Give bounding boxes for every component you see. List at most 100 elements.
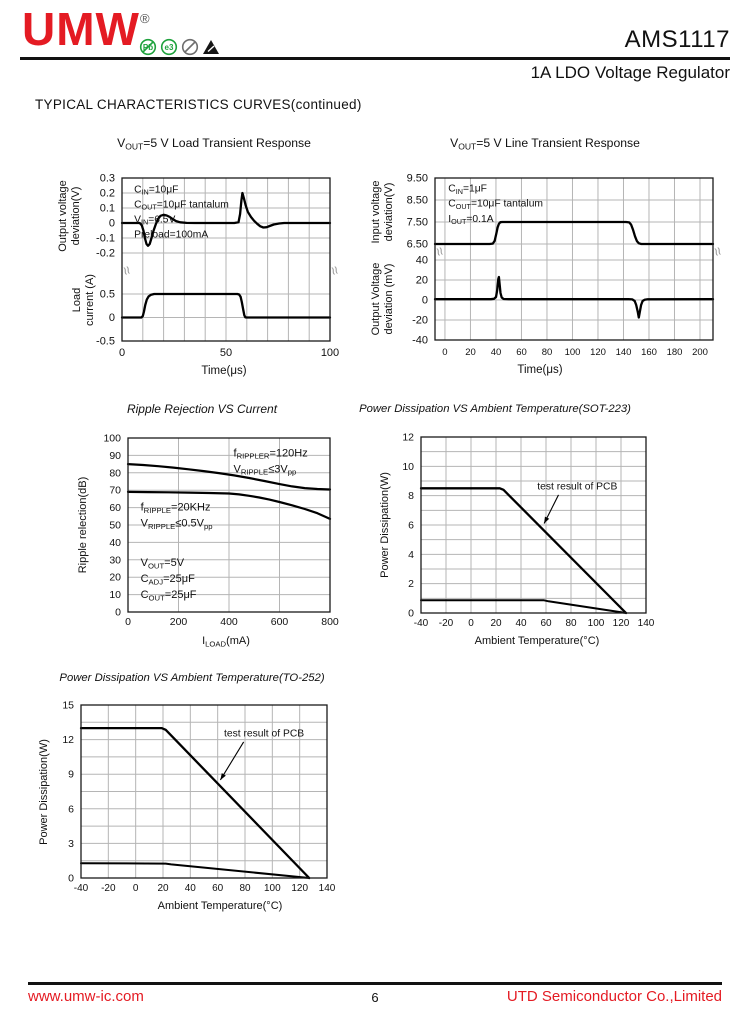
svg-text:-20: -20 [101, 883, 116, 894]
svg-text:Power Dissipation(W): Power Dissipation(W) [379, 472, 391, 578]
svg-text:20: 20 [109, 572, 121, 584]
svg-text:0: 0 [115, 607, 121, 619]
svg-text:0: 0 [408, 608, 414, 620]
svg-text:100: 100 [565, 347, 581, 358]
svg-text:60: 60 [540, 618, 552, 629]
svg-text:140: 140 [319, 883, 336, 894]
svg-text:fRIPPLE=20KHz: fRIPPLE=20KHz [141, 502, 211, 515]
svg-text:VOUT=5 V Load Transient Respon: VOUT=5 V Load Transient Response [117, 136, 311, 151]
svg-text:9.50: 9.50 [407, 173, 428, 185]
svg-text:-0.5: -0.5 [96, 336, 115, 348]
part-subtitle: 1A LDO Voltage Regulator [530, 63, 730, 82]
svg-text:e3: e3 [165, 43, 174, 52]
page-number: 6 [371, 990, 379, 1005]
svg-text:80: 80 [565, 618, 577, 629]
pb-free-icon: Pb [139, 38, 157, 56]
svg-text:70: 70 [109, 485, 121, 497]
svg-text:CIN=1μF: CIN=1μF [448, 184, 487, 196]
svg-text:Time(μs): Time(μs) [517, 364, 562, 376]
svg-text:40: 40 [515, 618, 527, 629]
svg-text:fRIPPLER=120Hz: fRIPPLER=120Hz [234, 447, 308, 460]
svg-text:COUT=10μF tantalum: COUT=10μF tantalum [448, 199, 543, 211]
svg-text:Ripple relection(dB): Ripple relection(dB) [77, 477, 89, 574]
svg-text:40: 40 [491, 347, 502, 358]
svg-text:60: 60 [212, 883, 224, 894]
svg-text:-0.2: -0.2 [96, 248, 115, 260]
axis-break-icon: ≈ [708, 245, 727, 258]
halogen-free-icon [181, 38, 199, 56]
footer-company: UTD Semiconductor Co.,Limited [506, 988, 722, 1005]
svg-text:0: 0 [109, 312, 115, 324]
svg-text:Ambient Temperature(°C): Ambient Temperature(°C) [158, 900, 283, 912]
svg-text:ILOAD(mA): ILOAD(mA) [202, 635, 250, 648]
svg-text:0: 0 [125, 616, 131, 628]
compliance-badges: Pb e3 [139, 38, 220, 56]
svg-text:80: 80 [239, 883, 251, 894]
svg-text:0: 0 [442, 347, 447, 358]
svg-text:600: 600 [271, 616, 289, 628]
svg-text:180: 180 [667, 347, 683, 358]
svg-text:COUT=25μF: COUT=25μF [141, 589, 197, 602]
svg-text:Ambient Temperature(°C): Ambient Temperature(°C) [475, 635, 600, 647]
svg-text:200: 200 [692, 347, 708, 358]
svg-text:0.3: 0.3 [100, 173, 115, 185]
svg-text:Output Voltagedeviation (mV): Output Voltagedeviation (mV) [370, 263, 395, 336]
svg-text:COUT=10μF tantalum: COUT=10μF tantalum [134, 199, 229, 211]
svg-text:4: 4 [408, 549, 414, 561]
svg-text:Power Dissipation(W): Power Dissipation(W) [38, 739, 50, 845]
svg-text:140: 140 [638, 618, 655, 629]
svg-text:VRIPPLE≤3Vpp: VRIPPLE≤3Vpp [234, 463, 297, 476]
svg-text:40: 40 [185, 883, 197, 894]
svg-text:10: 10 [402, 461, 414, 473]
header-rule [20, 57, 730, 60]
svg-text:Output voltagedeviation(V): Output voltagedeviation(V) [57, 180, 82, 252]
svg-text:-20: -20 [439, 618, 454, 629]
svg-text:0: 0 [68, 873, 74, 885]
svg-text:Power Dissipation VS Ambient T: Power Dissipation VS Ambient Temperature… [59, 672, 324, 684]
svg-text:400: 400 [220, 616, 238, 628]
svg-text:-0.1: -0.1 [96, 233, 115, 245]
svg-text:0: 0 [422, 295, 428, 307]
svg-text:200: 200 [170, 616, 188, 628]
svg-text:6: 6 [408, 520, 414, 532]
svg-text:160: 160 [641, 347, 657, 358]
svg-text:100: 100 [321, 347, 339, 359]
svg-text:800: 800 [321, 616, 339, 628]
svg-text:0.2: 0.2 [100, 188, 115, 200]
power-dissipation-to252-chart: 15 12 9 6 3 0 Power Dissipation(W) test result … [38, 672, 336, 912]
svg-text:20: 20 [465, 347, 476, 358]
svg-text:9: 9 [68, 769, 74, 781]
svg-text:20: 20 [157, 883, 169, 894]
svg-text:20: 20 [416, 275, 428, 287]
svg-text:0: 0 [468, 618, 474, 629]
svg-text:100: 100 [264, 883, 281, 894]
svg-text:Preload=100mA: Preload=100mA [134, 229, 208, 240]
e3-icon: e3 [160, 38, 178, 56]
svg-text:8.50: 8.50 [407, 194, 428, 206]
svg-text:40: 40 [109, 537, 121, 549]
svg-text:Loadcurrent (A): Loadcurrent (A) [71, 274, 96, 326]
svg-text:Input voltagedeviation(V): Input voltagedeviation(V) [370, 181, 395, 244]
svg-text:0.1: 0.1 [100, 203, 115, 215]
axis-break-icon: ≈ [117, 264, 136, 277]
axis-break-icon: ≈ [430, 245, 449, 258]
svg-text:Ripple Rejection VS Current: Ripple Rejection VS Current [127, 402, 278, 416]
axis-break-icon: ≈ [325, 264, 344, 277]
svg-text:100: 100 [103, 433, 121, 445]
svg-text:50: 50 [220, 347, 232, 359]
svg-text:test result of PCB: test result of PCB [537, 482, 617, 493]
svg-text:VOUT=5V: VOUT=5V [141, 557, 185, 570]
svg-text:3: 3 [68, 838, 74, 850]
svg-text:IOUT=0.1A: IOUT=0.1A [448, 214, 493, 226]
svg-text:7.50: 7.50 [407, 216, 428, 228]
svg-text:0.5: 0.5 [100, 289, 115, 301]
svg-text:120: 120 [590, 347, 606, 358]
svg-text:6.50: 6.50 [407, 238, 428, 250]
part-number: AMS1117 [624, 26, 730, 53]
svg-text:0: 0 [133, 883, 139, 894]
svg-text:8: 8 [408, 490, 414, 502]
svg-text:Power Dissipation VS Ambient T: Power Dissipation VS Ambient Temperature… [359, 403, 631, 415]
umw-logo: UMW® [22, 6, 150, 52]
